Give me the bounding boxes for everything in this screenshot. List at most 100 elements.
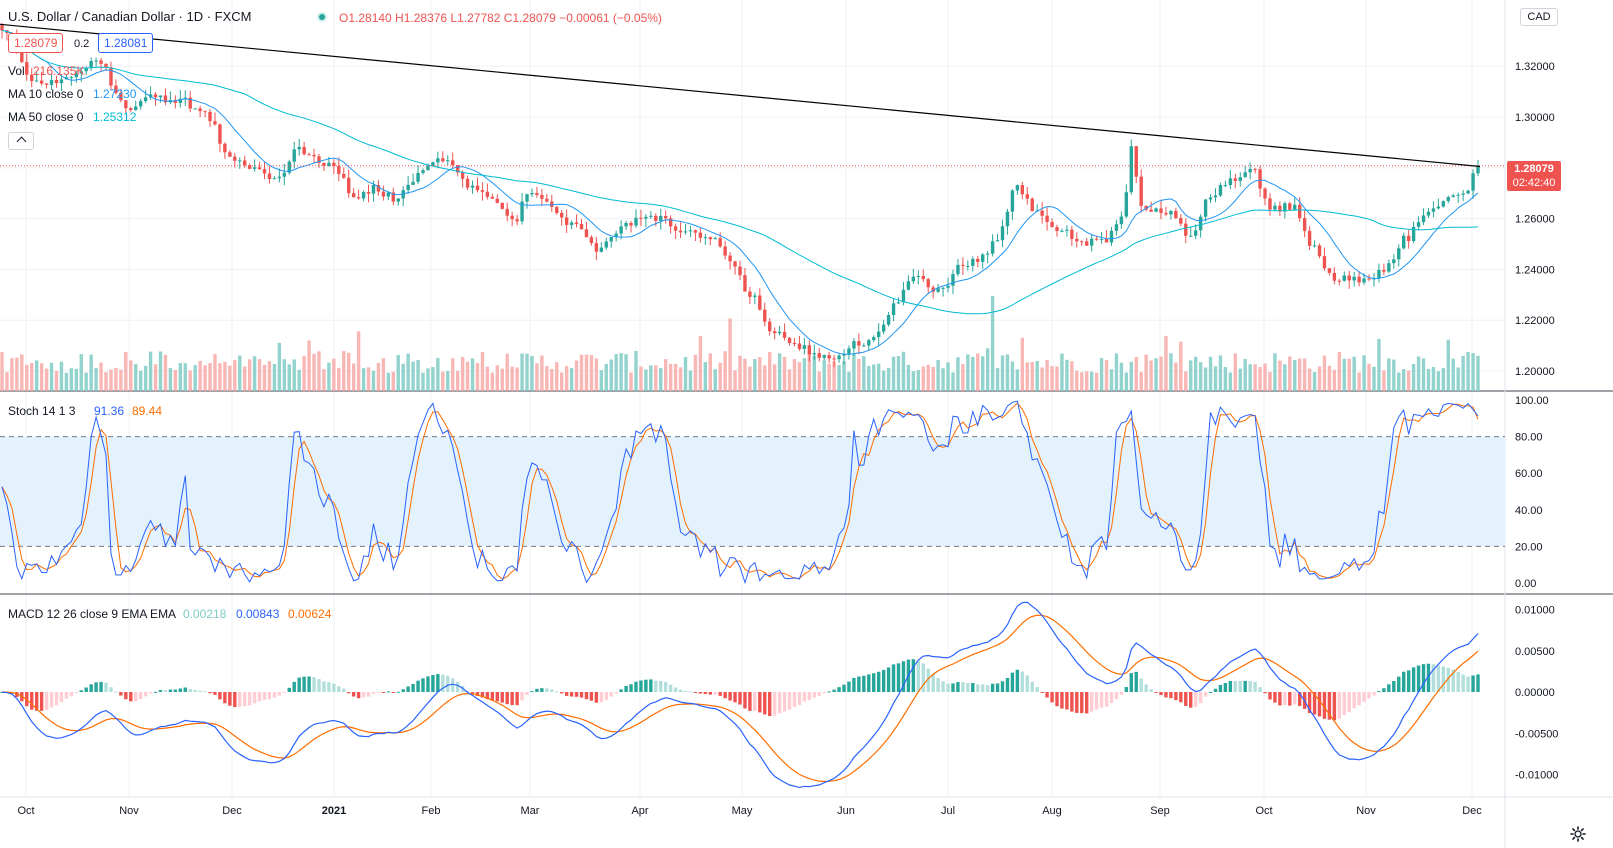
- candle-body: [758, 295, 762, 310]
- volume-bar: [1337, 351, 1342, 391]
- candle-body: [30, 74, 34, 82]
- volume-bar: [163, 354, 168, 391]
- macd-histogram-bar: [886, 667, 891, 692]
- macd-histogram-bar: [896, 663, 901, 692]
- bid-button[interactable]: 1.28079: [8, 33, 64, 53]
- volume-bar: [158, 351, 163, 391]
- candle-body: [1397, 248, 1401, 260]
- candle-body: [782, 331, 787, 338]
- volume-bar: [366, 367, 371, 391]
- candle-body: [857, 341, 861, 346]
- candle-body: [218, 124, 222, 144]
- candle-body: [990, 241, 995, 254]
- macd-histogram-bar: [1238, 681, 1242, 692]
- volume-bar: [267, 361, 272, 391]
- ask-button[interactable]: 1.28081: [98, 33, 154, 53]
- macd-histogram-bar: [257, 692, 262, 702]
- volume-bar: [148, 351, 153, 391]
- macd-histogram-bar: [411, 683, 415, 692]
- macd-histogram-bar: [1144, 684, 1148, 692]
- candlesticks: [0, 22, 1480, 368]
- volume-bar: [946, 362, 950, 391]
- macd-histogram-bar: [163, 690, 168, 692]
- collapse-legend-button[interactable]: [8, 132, 34, 150]
- macd-histogram-bar: [1149, 689, 1153, 692]
- macd-histogram-bar: [1431, 664, 1436, 692]
- volume-bar: [634, 351, 638, 391]
- volume-bar: [659, 368, 663, 391]
- macd-histogram-bar: [1060, 692, 1064, 709]
- volume-bar: [104, 372, 108, 391]
- bar-countdown: 02:42:40: [1512, 177, 1556, 189]
- macd-histogram-bar: [1129, 673, 1133, 692]
- candle-body: [664, 215, 668, 219]
- macd-histogram-bar: [619, 689, 623, 692]
- currency-button[interactable]: CAD: [1520, 8, 1558, 26]
- volume-bar: [371, 370, 376, 391]
- macd-histogram-bar: [768, 692, 772, 717]
- volume-bar: [69, 368, 74, 391]
- volume-bar: [847, 371, 851, 391]
- gear-icon[interactable]: [1570, 826, 1586, 842]
- macd-histogram-bar: [441, 674, 445, 692]
- volume-bar: [1164, 335, 1168, 391]
- candle-body: [837, 355, 841, 360]
- candle-body: [1302, 218, 1307, 231]
- stoch-k-line: [1, 400, 1479, 585]
- volume-bar: [733, 370, 737, 391]
- macd-histogram-bar: [1411, 667, 1416, 692]
- time-axis-tick: Sep: [1150, 805, 1170, 817]
- symbol-title[interactable]: U.S. Dollar / Canadian Dollar · 1D · FXC…: [8, 9, 252, 24]
- volume-bar: [322, 369, 326, 391]
- candle-body: [545, 198, 549, 202]
- volume-bar: [1129, 361, 1133, 391]
- macd-histogram-bar: [1258, 687, 1262, 692]
- volume-bar: [15, 357, 19, 391]
- volume-bar: [1411, 363, 1416, 391]
- candle-body: [1005, 211, 1010, 227]
- candle-body: [1421, 215, 1426, 223]
- candle-body: [980, 254, 985, 262]
- candle-body: [500, 202, 504, 209]
- candle-body: [1431, 208, 1436, 212]
- macd-histogram-bar: [827, 691, 831, 693]
- volume-bar: [510, 366, 514, 391]
- macd-histogram-bar: [1139, 678, 1143, 692]
- volume-bar: [1431, 366, 1436, 391]
- candle-body: [114, 85, 118, 93]
- trendline[interactable]: [0, 23, 1481, 168]
- volume-bar: [678, 367, 683, 391]
- candle-body: [891, 303, 896, 316]
- candle-body: [475, 185, 480, 191]
- macd-histogram-bar: [1342, 692, 1346, 716]
- candle-body: [153, 94, 158, 98]
- macd-histogram-bar: [1416, 665, 1421, 692]
- macd-histogram-bar: [1015, 669, 1020, 692]
- macd-histogram-bar: [1233, 681, 1238, 692]
- candle-body: [99, 60, 103, 64]
- candle-body: [1169, 210, 1173, 215]
- macd-histogram-bar: [1203, 692, 1208, 697]
- macd-histogram-bar: [673, 687, 678, 692]
- volume-bar: [505, 353, 509, 391]
- candle-body: [1451, 195, 1455, 198]
- macd-histogram-bar: [654, 680, 658, 692]
- candle-body: [569, 222, 574, 225]
- volume-bar: [1030, 361, 1034, 391]
- macd-histogram-bar: [1085, 692, 1089, 714]
- macd-histogram-bar: [936, 678, 940, 692]
- candle-body: [678, 230, 683, 233]
- macd-histogram-bar: [30, 692, 34, 710]
- candle-body: [104, 63, 108, 68]
- candle-body: [535, 192, 539, 195]
- candle-body: [1085, 241, 1089, 246]
- candle-body: [25, 62, 29, 75]
- macd-histogram-bar: [668, 684, 673, 692]
- candle-body: [881, 324, 886, 332]
- volume-bar: [976, 353, 980, 391]
- candle-body: [495, 198, 500, 203]
- macd-histogram-bar: [1213, 688, 1218, 692]
- candle-body: [673, 226, 678, 231]
